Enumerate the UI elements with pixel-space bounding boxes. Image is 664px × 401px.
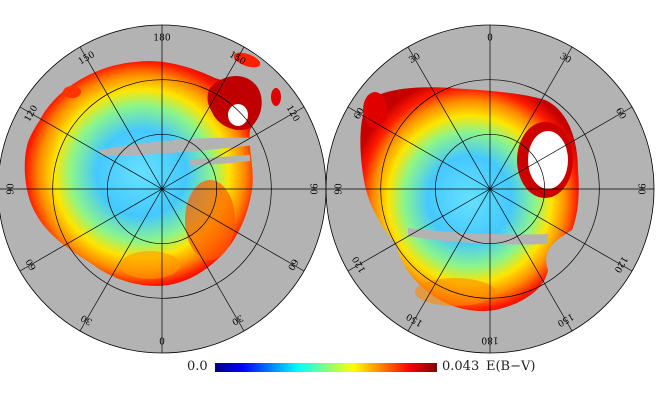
left-meridian-5 [161,188,245,332]
left-island-1 [233,52,261,68]
right-lon-label-0: 0 [487,34,493,44]
right-meridian-8 [489,188,633,272]
colorbar [215,363,437,372]
right-graticule [326,25,654,353]
left-island-3 [271,88,281,106]
right-lon-label-3: 90 [335,183,345,195]
left-meridian-10 [19,106,163,190]
colorbar-quantity-label: E(B−V) [486,359,536,374]
left-lon-label-3: 90 [307,183,317,195]
left-meridian-11 [79,46,163,190]
right-meridian-11 [489,46,573,190]
right-meridian-2 [347,106,491,190]
left-hotspot-bottom [120,251,180,279]
left-meridian-7 [79,188,163,332]
left-lon-label-0: 180 [153,34,170,44]
right-horizon [325,24,655,354]
left-mask-stripe [100,137,255,156]
right-meridian-4 [347,188,491,272]
right-mask-stripe [408,228,548,245]
right-lon-label-9: 90 [635,183,645,195]
left-hotspot-upper-right [207,76,262,131]
left-graticule [0,25,326,353]
colorbar-min-label: 0.0 [187,359,208,374]
left-hotspot-lower [185,180,235,260]
right-meridian-10 [489,106,633,190]
left-mask-stripe-inner [190,155,250,165]
left-hole [228,104,248,126]
left-lon-label-6: 0 [159,334,165,344]
colorbar-max-label: 0.043 [442,359,480,374]
right-hole [528,131,568,189]
left-meridian-8 [19,188,163,272]
right-meridian-5 [407,188,491,332]
left-meridian-2 [161,106,305,190]
left-island-2 [63,86,81,98]
left-lon-label-9: 90 [7,183,17,195]
right-lon-label-6: 180 [481,334,498,344]
right-meridian-1 [407,46,491,190]
right-meridian-7 [489,188,573,332]
right-hotspot-bottom [415,278,495,306]
left-meridian-1 [161,46,245,190]
left-meridian-4 [161,188,305,272]
